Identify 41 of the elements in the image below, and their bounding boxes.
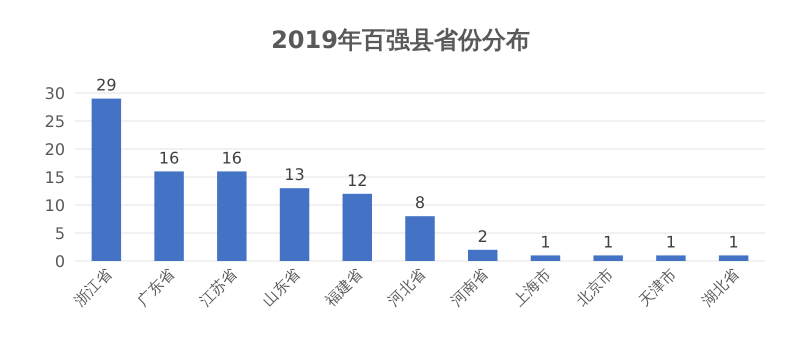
data-label: 29 <box>96 76 117 95</box>
x-tick-label: 湖北省 <box>698 265 742 310</box>
bar <box>405 216 435 261</box>
data-label: 13 <box>284 165 305 184</box>
y-tick-label: 25 <box>44 112 65 131</box>
bar <box>468 250 498 261</box>
x-tick-label: 北京市 <box>572 265 618 310</box>
data-label: 1 <box>540 232 551 252</box>
bar <box>280 188 310 261</box>
data-label: 16 <box>222 148 242 168</box>
data-label: 16 <box>158 148 180 168</box>
y-tick-label: 10 <box>44 196 65 215</box>
x-tick-label: 河南省 <box>447 265 492 310</box>
data-label: 1 <box>728 232 739 252</box>
bar <box>656 255 686 261</box>
bar <box>342 194 372 261</box>
x-tick-label: 江苏省 <box>196 265 241 310</box>
bar <box>593 255 623 261</box>
bar <box>530 255 560 261</box>
x-tick-label: 广东省 <box>133 265 178 310</box>
bar <box>154 171 184 261</box>
bar <box>217 171 247 261</box>
bar <box>92 98 122 261</box>
x-tick-label: 天津市 <box>635 265 680 310</box>
y-tick-label: 15 <box>44 168 65 187</box>
data-label: 2 <box>478 226 488 246</box>
x-tick-label: 福建省 <box>322 265 366 310</box>
data-label: 8 <box>414 193 426 212</box>
data-label: 12 <box>347 170 368 190</box>
y-tick-label: 5 <box>54 224 65 243</box>
y-tick-label: 0 <box>54 252 65 271</box>
x-tick-label: 山东省 <box>258 265 304 310</box>
data-label: 1 <box>603 232 614 252</box>
data-label: 1 <box>666 232 676 252</box>
x-tick-label: 浙江省 <box>70 265 116 310</box>
chart-title: 2019年百强县省份分布 <box>271 26 530 54</box>
y-tick-label: 30 <box>44 84 65 103</box>
x-tick-label: 河北省 <box>384 265 429 310</box>
y-tick-label: 20 <box>44 140 65 159</box>
bar <box>718 255 748 261</box>
x-tick-label: 上海市 <box>510 265 554 310</box>
